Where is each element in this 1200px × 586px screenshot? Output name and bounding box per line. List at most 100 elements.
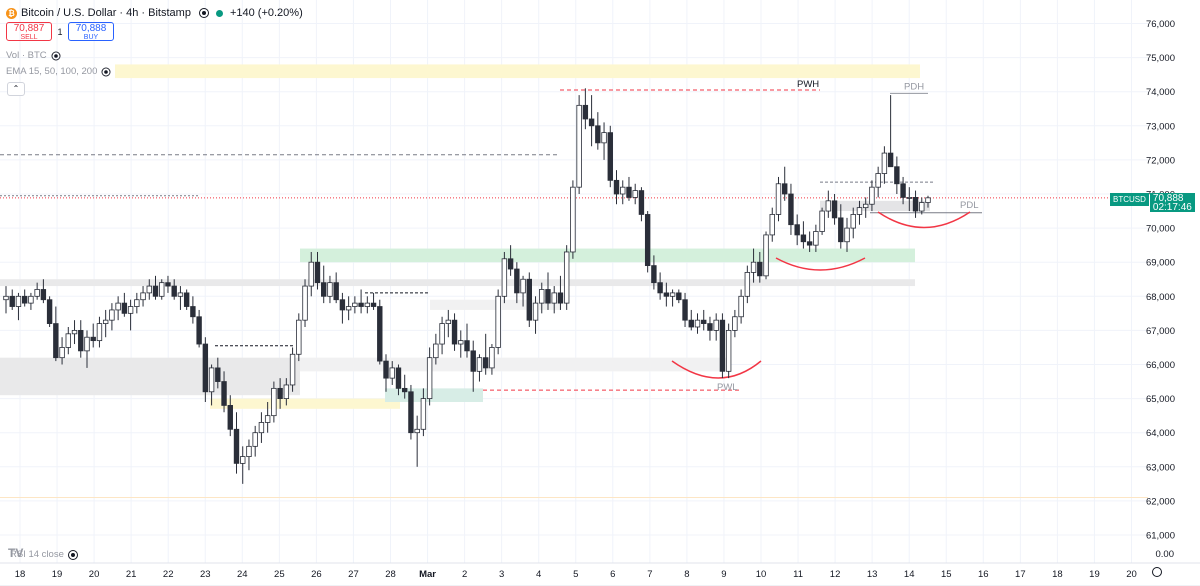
candle xyxy=(657,272,663,300)
candle-body xyxy=(894,166,900,185)
rsi-zero-label: 0.00 xyxy=(1156,549,1175,560)
support-zone-green[interactable] xyxy=(300,248,915,263)
candle xyxy=(15,292,22,321)
candle xyxy=(495,289,501,355)
candle xyxy=(925,195,931,208)
annotation-pdh[interactable]: PDH xyxy=(904,81,924,92)
candle xyxy=(339,292,346,324)
candle xyxy=(626,176,632,201)
x-tick-label: 13 xyxy=(867,569,878,580)
pwl-arc[interactable] xyxy=(671,360,762,379)
candle xyxy=(813,224,819,252)
x-tick-label: 4 xyxy=(536,569,541,580)
candle-body xyxy=(545,289,551,304)
sell-button[interactable]: 70,887 SELL xyxy=(6,22,52,41)
candle xyxy=(763,231,769,280)
spread-value: 1 xyxy=(57,26,63,37)
annotation-pwl[interactable]: PWL xyxy=(717,382,738,393)
candle-body xyxy=(414,428,420,434)
tradingview-logo[interactable]: TV xyxy=(8,546,24,560)
candle-body xyxy=(476,357,483,372)
candle-body xyxy=(21,295,28,304)
candle xyxy=(140,286,146,307)
candle-body xyxy=(358,302,364,307)
candle xyxy=(607,125,613,188)
candle xyxy=(190,296,196,324)
candle-body xyxy=(183,292,190,307)
candle-body xyxy=(725,329,732,372)
candle xyxy=(707,316,713,341)
candle-body xyxy=(65,333,71,348)
eye-icon[interactable] xyxy=(101,67,111,76)
rsi-indicator-row[interactable]: RSI 14 close xyxy=(10,549,78,560)
ema-indicator-row[interactable]: EMA 15, 50, 100, 200 xyxy=(6,66,111,77)
x-tick-label: 15 xyxy=(941,569,952,580)
candle-body xyxy=(90,336,96,342)
current-price-tag: BTCUSD 70,888 02:17:46 xyxy=(1110,193,1195,213)
candle-body xyxy=(208,367,215,393)
candle xyxy=(532,296,539,334)
eye-icon[interactable] xyxy=(67,549,78,560)
candle-body xyxy=(445,319,452,324)
candle xyxy=(900,176,906,205)
candle xyxy=(389,361,395,385)
price-tag-countdown: 02:17:46 xyxy=(1152,202,1192,213)
candle-body xyxy=(383,360,389,379)
demand-zone-grey[interactable] xyxy=(0,357,300,396)
symbol-title[interactable]: Bitcoin / U.S. Dollar · 4h · Bitstamp xyxy=(21,7,191,19)
candle xyxy=(757,251,763,283)
candle xyxy=(669,289,676,307)
pdl-arc[interactable] xyxy=(877,211,971,229)
candle xyxy=(165,275,171,293)
x-tick-label: 18 xyxy=(15,569,26,580)
candle-body xyxy=(84,336,90,352)
candle-body xyxy=(576,104,582,188)
range-zone-grey[interactable] xyxy=(0,279,915,287)
eye-icon[interactable] xyxy=(198,8,209,18)
candle-body xyxy=(140,292,146,301)
candle xyxy=(115,296,121,321)
candle-body xyxy=(526,278,532,321)
x-axis[interactable]: 18 19 20 21 22 23 24 25 26 27 28 Mar 2 3 4 5 6 7 8 9 10 11 12 1… xyxy=(15,569,1137,580)
candle xyxy=(501,251,508,304)
candle xyxy=(663,282,670,307)
volume-indicator-row[interactable]: Vol · BTC xyxy=(6,50,61,61)
buy-button[interactable]: 70,888 BUY xyxy=(68,22,114,41)
candle xyxy=(782,166,788,201)
candle-body xyxy=(9,295,15,307)
candle-body xyxy=(507,258,514,270)
candle-body xyxy=(657,282,663,294)
candle xyxy=(539,282,545,314)
demand-zone-yellow[interactable] xyxy=(210,398,400,409)
y-axis[interactable]: 76,00075,00074,00073,00072,00071,00070,0… xyxy=(1146,19,1175,560)
demand-zone-teal[interactable] xyxy=(385,388,483,403)
candle-body xyxy=(364,302,371,307)
supply-zone-yellow[interactable] xyxy=(115,64,920,79)
candle-body xyxy=(613,179,620,195)
candle xyxy=(9,289,15,310)
candle xyxy=(445,309,452,338)
candle xyxy=(395,364,402,396)
gear-icon[interactable] xyxy=(1152,567,1162,577)
volume-indicator-label: Vol · BTC xyxy=(6,50,47,61)
eye-icon[interactable] xyxy=(51,51,61,60)
candle xyxy=(146,279,152,300)
candle xyxy=(171,279,177,300)
pdl-zone-grey[interactable] xyxy=(820,200,930,212)
candle-body xyxy=(644,214,651,267)
annotation-pwh[interactable]: PWH xyxy=(797,79,819,90)
candle-body xyxy=(775,183,782,215)
annotation-pdl[interactable]: PDL xyxy=(960,200,978,211)
candle-body xyxy=(96,323,103,342)
mid-zone-grey[interactable] xyxy=(430,299,560,310)
candle-body xyxy=(856,207,863,215)
candle-body xyxy=(233,428,240,464)
support-arc[interactable] xyxy=(775,257,866,271)
candle xyxy=(732,309,738,338)
y-tick-label: 63,000 xyxy=(1146,462,1175,473)
candle-body xyxy=(115,302,121,311)
collapse-legend-button[interactable]: ⌃ xyxy=(7,82,25,96)
demand-zone-grey-ext[interactable] xyxy=(300,357,730,372)
x-tick-label: 12 xyxy=(830,569,841,580)
